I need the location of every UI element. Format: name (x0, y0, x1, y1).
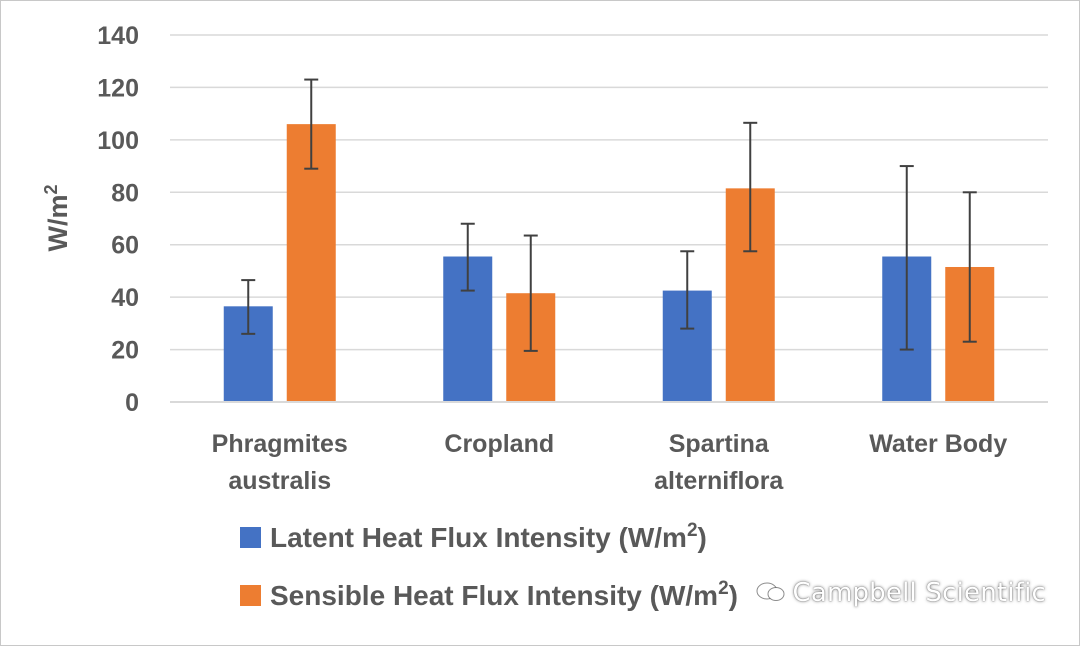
x-tick-label-0-line-1: australis (228, 467, 331, 495)
legend-label-0: Latent Heat Flux Intensity (W/m2) (270, 520, 707, 553)
y-tick-label-40: 40 (111, 284, 139, 312)
y-tick-label-20: 20 (111, 337, 139, 365)
watermark: Campbell Scientific (756, 578, 1046, 608)
y-tick-label-0: 0 (125, 389, 139, 417)
y-axis-label-text: W/m (43, 195, 73, 252)
x-tick-label-3-line-0: Water Body (869, 430, 1007, 458)
legend-swatch-1 (240, 585, 261, 606)
y-tick-label-120: 120 (97, 74, 139, 102)
legend-swatch-0 (240, 527, 261, 548)
x-tick-label-2-line-0: Spartina (669, 430, 770, 458)
x-tick-label-1-line-0: Cropland (444, 430, 554, 458)
y-axis-label-superscript: 2 (41, 184, 61, 194)
y-tick-label-80: 80 (111, 179, 139, 207)
watermark-text: Campbell Scientific (792, 578, 1046, 608)
x-tick-label-1: Cropland (444, 430, 554, 458)
bar-series1-cat0 (286, 124, 336, 402)
legend-label-0-suffix: ) (698, 522, 707, 553)
y-tick-label-140: 140 (97, 22, 139, 50)
legend-label-0-text: Latent Heat Flux Intensity (W/m (270, 522, 687, 553)
legend-label-1-suffix: ) (729, 580, 738, 611)
x-tick-label-2-line-1: alterniflora (654, 467, 784, 495)
y-tick-label-60: 60 (111, 232, 139, 260)
y-axis-label: W/m2 (41, 184, 73, 251)
legend-label-0-superscript: 2 (687, 520, 698, 541)
legend-label-1-superscript: 2 (718, 578, 729, 599)
legend-label-1: Sensible Heat Flux Intensity (W/m2) (270, 578, 738, 611)
x-tick-label-3: Water Body (869, 430, 1007, 458)
x-tick-label-2: Spartina alterniflora (654, 430, 784, 495)
wechat-icon (756, 582, 785, 601)
x-tick-label-0-line-0: Phragmites (212, 430, 348, 458)
x-tick-label-0: Phragmites australis (212, 430, 348, 495)
legend-label-1-text: Sensible Heat Flux Intensity (W/m (270, 580, 718, 611)
y-tick-label-100: 100 (97, 127, 139, 155)
